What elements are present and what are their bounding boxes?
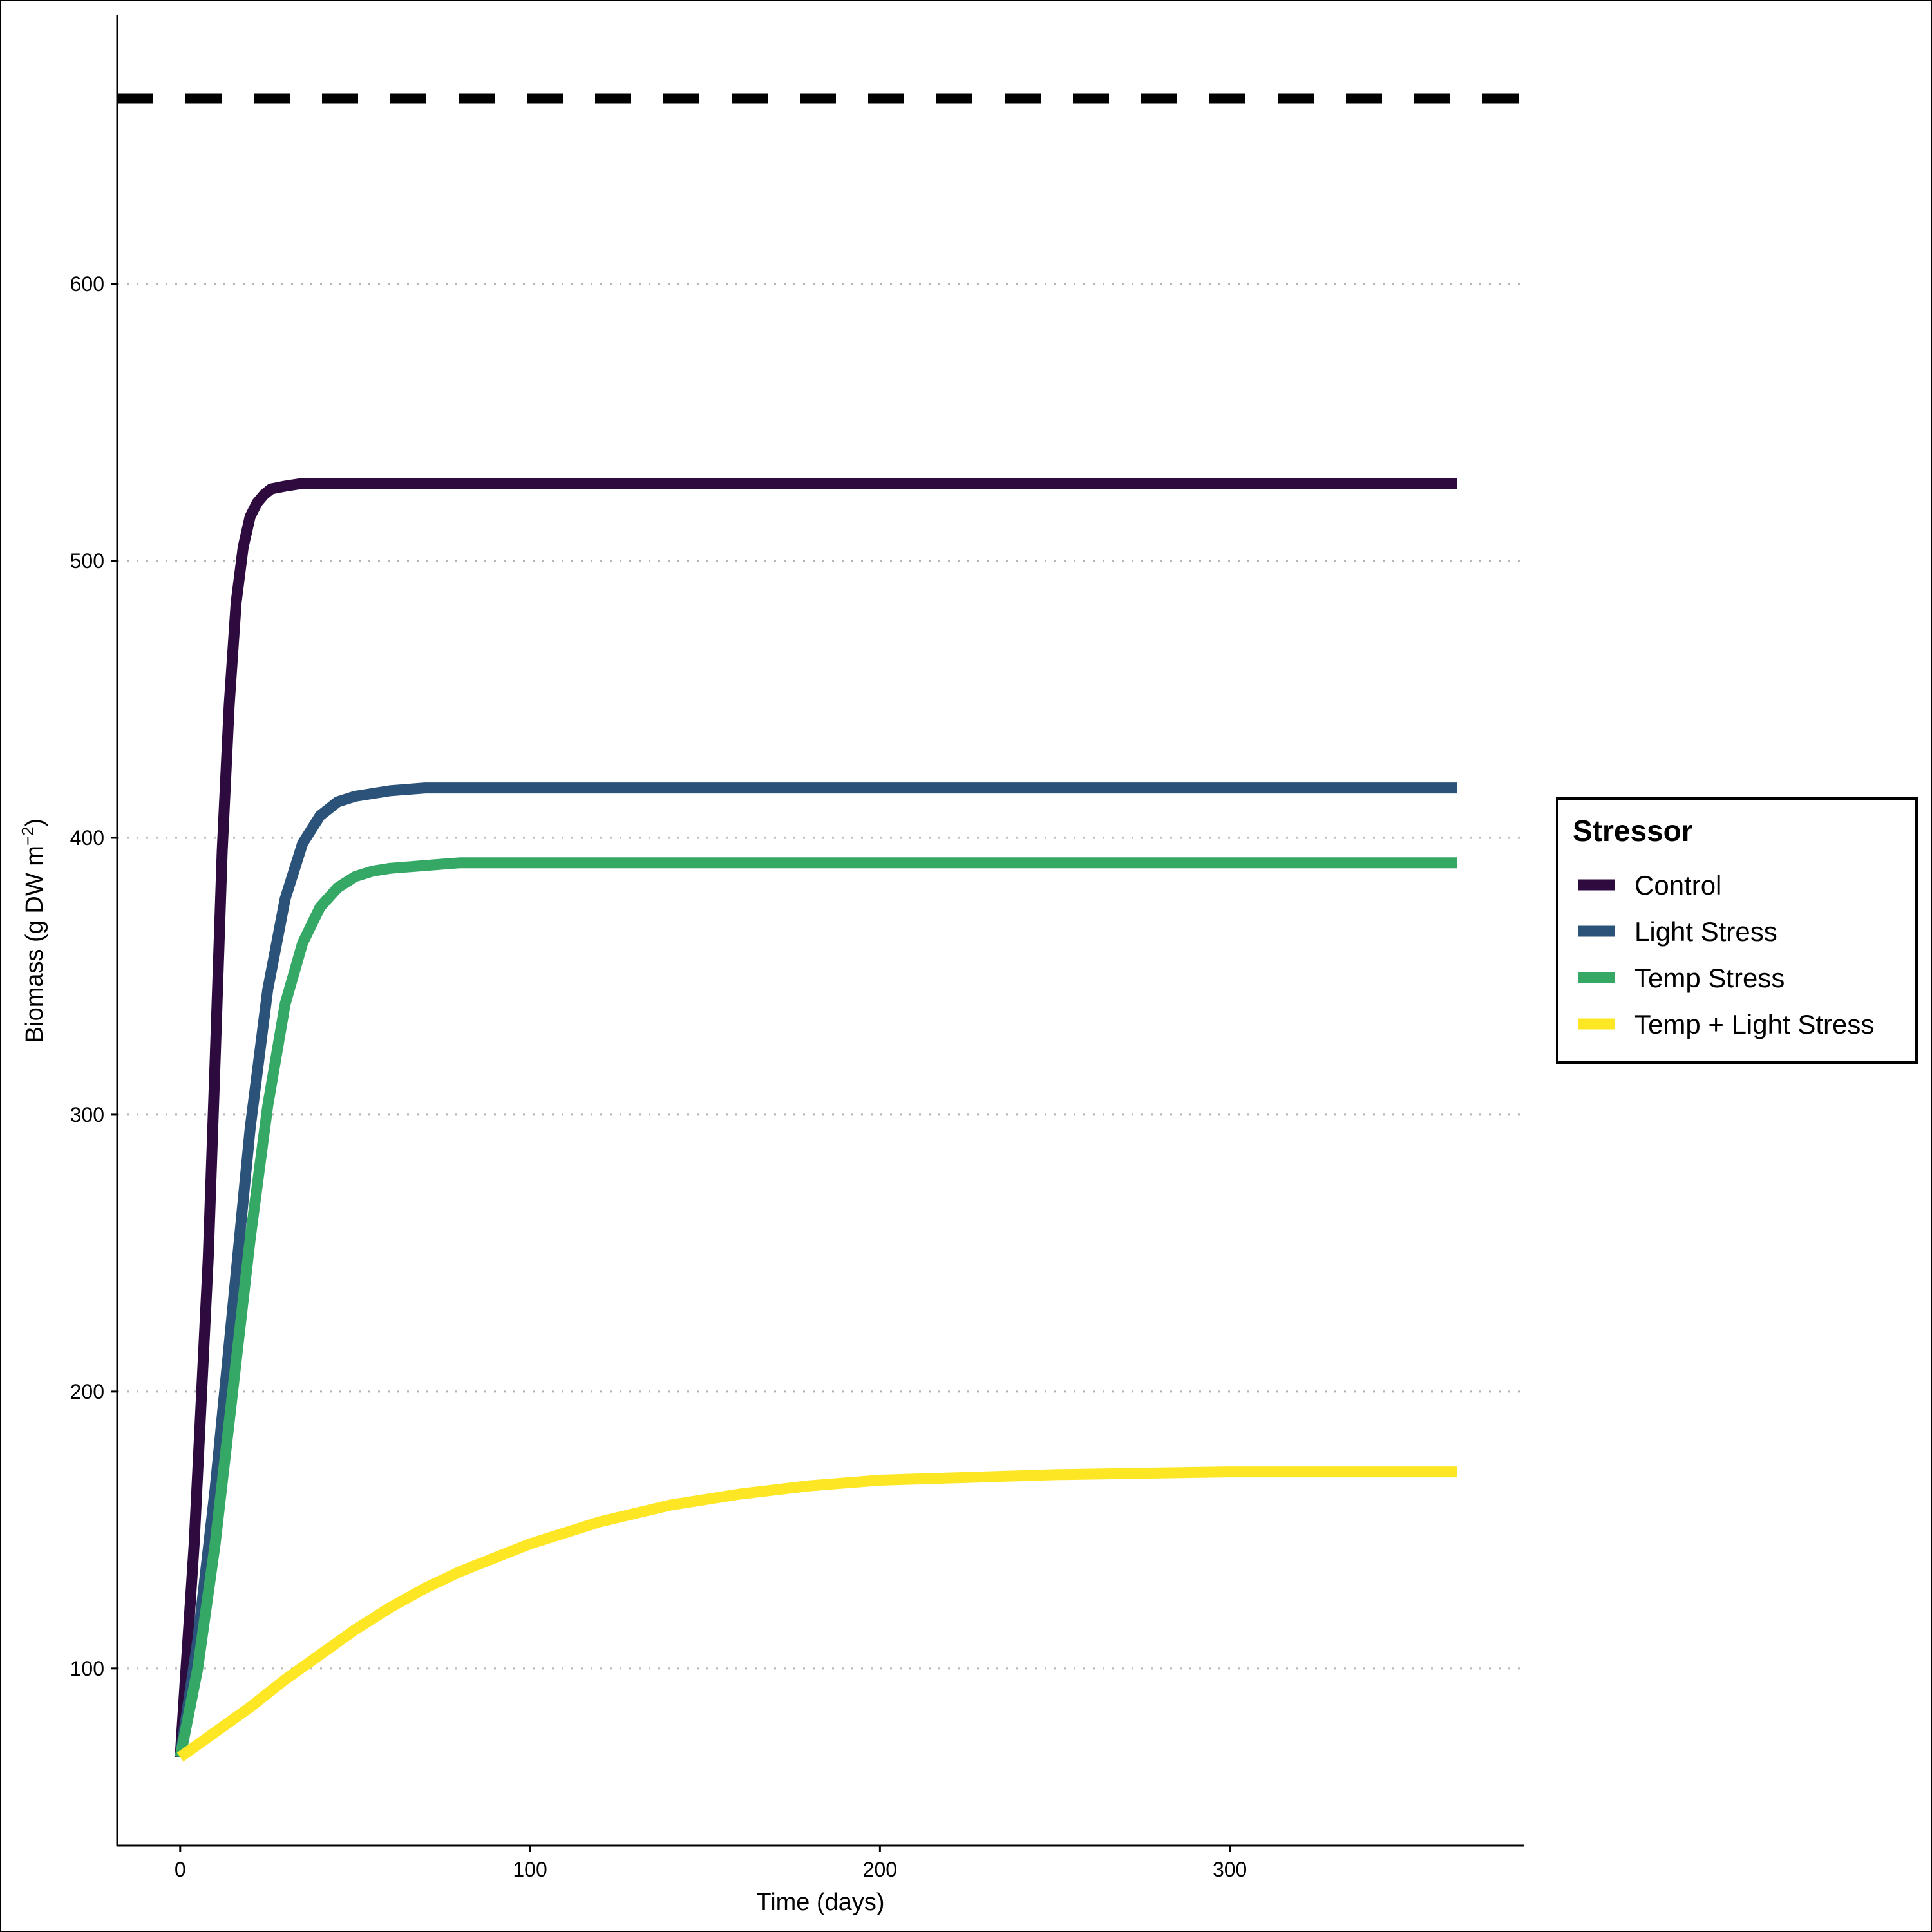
y-axis-title-suffix: ) bbox=[21, 819, 48, 827]
series-line-light-stress bbox=[175, 782, 1457, 1758]
x-tick-label-300: 300 bbox=[1213, 1858, 1247, 1881]
grid-layer bbox=[117, 283, 1524, 1670]
y-tick-label-400: 400 bbox=[70, 826, 104, 849]
y-tick-label-200: 200 bbox=[70, 1380, 104, 1403]
y-tick-label-300: 300 bbox=[70, 1103, 104, 1126]
legend-title: Stressor bbox=[1573, 814, 1693, 848]
legend-label-temp-light-stress: Temp + Light Stress bbox=[1634, 1009, 1874, 1039]
series-line-temp-stress bbox=[175, 857, 1457, 1759]
legend-box bbox=[1556, 797, 1918, 1064]
y-axis-title-main: Biomass (g DW m bbox=[21, 846, 48, 1043]
y-tick-label-600: 600 bbox=[70, 272, 104, 296]
legend: Stressor Control Light Stress Temp Stress T… bbox=[1556, 797, 1918, 1064]
y-axis-title: Biomass (g DW m−2) bbox=[18, 819, 48, 1043]
y-tick-label-500: 500 bbox=[70, 549, 104, 573]
x-axis-title: Time (days) bbox=[756, 1889, 884, 1916]
x-tick-label-200: 200 bbox=[863, 1858, 897, 1881]
tick-layer: 100 200 300 400 500 600 0 100 200 300 bbox=[70, 272, 1247, 1881]
legend-label-control: Control bbox=[1634, 870, 1721, 900]
x-tick-label-100: 100 bbox=[513, 1858, 547, 1881]
series-line-temp-light-stress bbox=[176, 1466, 1457, 1762]
axes-layer bbox=[116, 15, 1524, 1847]
y-axis-title-superscript: −2 bbox=[18, 826, 37, 846]
x-tick-label-0: 0 bbox=[175, 1858, 186, 1881]
series-layer bbox=[175, 478, 1457, 1762]
legend-label-light-stress: Light Stress bbox=[1634, 916, 1777, 947]
series-line-control bbox=[175, 478, 1457, 1757]
y-tick-label-100: 100 bbox=[70, 1657, 104, 1680]
legend-label-temp-stress: Temp Stress bbox=[1634, 963, 1785, 993]
legend-items: Control Light Stress Temp Stress Temp + Lig… bbox=[1578, 870, 1874, 1039]
